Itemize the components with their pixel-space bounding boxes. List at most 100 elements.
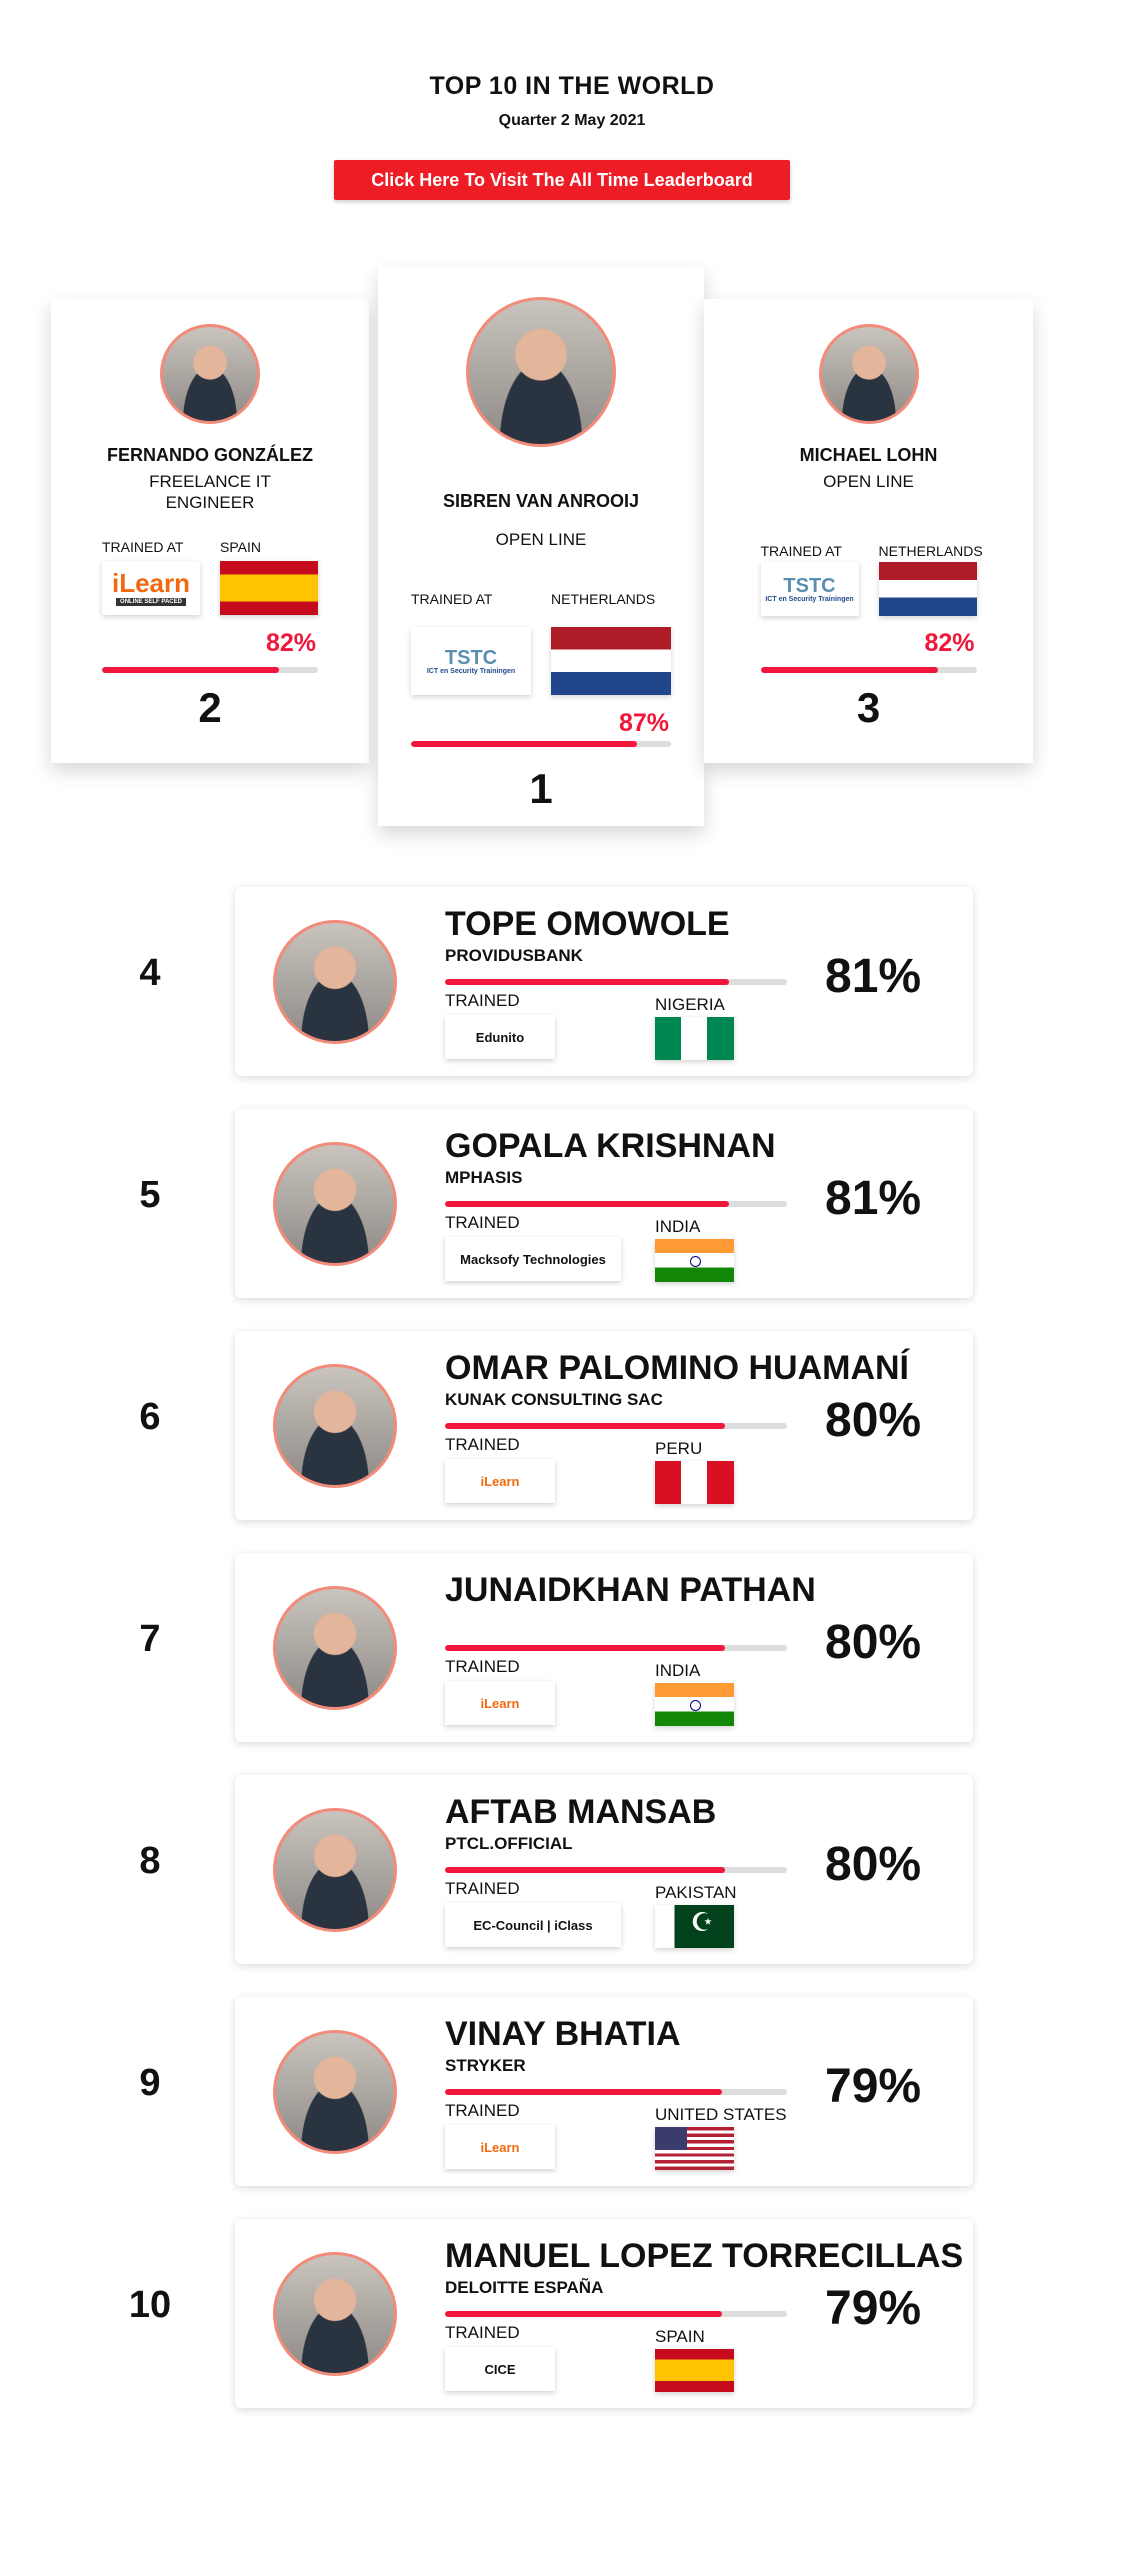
trainer-logo: EC-Council | iClass [445, 1903, 621, 1947]
trained-label: TRAINED [445, 1657, 520, 1676]
company-name: PTCL.OFFICIAL [445, 1834, 573, 1853]
trainer-subtitle: ICT en Security Trainingen [765, 595, 854, 603]
progress-fill [445, 1423, 726, 1429]
score-percent: 81% [825, 950, 922, 1003]
progress-bar [760, 667, 977, 673]
rank-number: 7 [139, 1618, 161, 1660]
progress-fill [102, 667, 280, 673]
flag-in-icon [655, 1239, 734, 1282]
participant-name: JUNAIDKHAN PATHAN [445, 1571, 816, 1609]
participant-name: FERNANDO GONZÁLEZ [107, 445, 313, 465]
company-name: OPEN LINE [823, 472, 914, 491]
participant-name: GOPALA KRISHNAN [445, 1127, 776, 1165]
progress-fill [445, 1867, 726, 1873]
podium-card: MICHAEL LOHN OPEN LINE TRAINED AT NETHERLAN… [704, 299, 1033, 763]
progress-bar [445, 2311, 787, 2317]
avatar [273, 1364, 397, 1488]
trainer-name: iLearn [480, 2139, 520, 2155]
country-label: INDIA [655, 1217, 701, 1236]
progress-fill [445, 1645, 726, 1651]
progress-fill [445, 2089, 723, 2095]
progress-bar [445, 1423, 787, 1429]
trainer-name: CICE [484, 2361, 516, 2377]
rank-number: 6 [139, 1396, 161, 1438]
score-percent: 80% [825, 1616, 922, 1669]
score-percent: 81% [825, 1172, 922, 1225]
participant-name: SIBREN VAN ANROOIJ [442, 491, 640, 511]
country-label: PERU [655, 1439, 703, 1458]
rank-number: 1 [529, 765, 553, 812]
score-percent: 82% [924, 629, 975, 657]
trainer-name: Macksofy Technologies [460, 1251, 606, 1267]
trainer-subtitle: ONLINE SELF PACED [116, 598, 186, 606]
trained-at-label: TRAINED AT [760, 543, 842, 559]
progress-bar [445, 2089, 787, 2095]
country-label: PAKISTAN [655, 1883, 737, 1902]
flag-ng-icon [655, 1017, 734, 1060]
rank-number: 3 [856, 684, 881, 731]
flag-nl-icon [878, 562, 977, 616]
progress-bar [445, 1867, 787, 1873]
progress-bar [445, 979, 787, 985]
trainer-logo: Edunito [445, 1015, 555, 1059]
avatar [273, 2252, 397, 2376]
leaderboard-row: MANUEL LOPEZ TORRECILLAS DELOITTE ESPAÑA T… [235, 2219, 973, 2408]
trainer-logo: TSTC ICT en Security Trainingen [411, 627, 531, 695]
company-name: MPHASIS [445, 1168, 523, 1187]
score-percent: 87% [618, 709, 669, 737]
trained-at-label: TRAINED AT [411, 591, 493, 607]
leaderboard-row: AFTAB MANSAB PTCL.OFFICIAL TRAINED PAKISTAN… [235, 1775, 973, 1964]
participant-name: VINAY BHATIA [445, 2015, 681, 2053]
participant-name: AFTAB MANSAB [445, 1793, 717, 1831]
leaderboard-row: GOPALA KRISHNAN MPHASIS TRAINED INDIA Mackso… [235, 1109, 973, 1298]
trained-label: TRAINED [445, 991, 520, 1010]
score-percent: 80% [825, 1838, 922, 1891]
trainer-name: iLearn [111, 568, 191, 598]
avatar [273, 920, 397, 1044]
participant-name: MICHAEL LOHN [799, 445, 938, 465]
avatar [273, 2030, 397, 2154]
flag-us-icon [655, 2127, 734, 2170]
trainer-name: TSTC [444, 646, 498, 669]
rank-number: 9 [139, 2062, 161, 2104]
rank-number: 10 [128, 2284, 172, 2326]
progress-bar [411, 741, 671, 747]
progress-fill [411, 741, 638, 747]
page-subtitle: Quarter 2 May 2021 [498, 112, 646, 129]
trainer-logo: CICE [445, 2347, 555, 2391]
score-percent: 82% [265, 629, 316, 657]
rank-number: 8 [139, 1840, 161, 1882]
podium-card: FERNANDO GONZÁLEZ FREELANCE IT ENGINEER TR… [51, 299, 369, 763]
country-label: NIGERIA [655, 995, 725, 1014]
country-label: NETHERLANDS [551, 591, 656, 607]
country-label: SPAIN [655, 2327, 705, 2346]
avatar [273, 1586, 397, 1710]
avatar [273, 1808, 397, 1932]
trained-label: TRAINED [445, 2101, 520, 2120]
score-percent: 79% [825, 2060, 922, 2113]
participant-name: OMAR PALOMINO HUAMANÍ [445, 1349, 909, 1387]
trained-label: TRAINED [445, 2323, 520, 2342]
trainer-name: EC-Council | iClass [473, 1917, 593, 1933]
podium-card: SIBREN VAN ANROOIJ OPEN LINE TRAINED AT NET… [378, 267, 704, 826]
participant-name: TOPE OMOWOLE [445, 905, 730, 943]
trainer-name: iLearn [480, 1473, 520, 1489]
country-label: NETHERLANDS [878, 543, 983, 559]
company-name: PROVIDUSBANK [445, 946, 583, 965]
all-time-leaderboard-button[interactable]: Click Here To Visit The All Time Leaderb… [334, 160, 790, 200]
trained-label: TRAINED [445, 1435, 520, 1454]
score-percent: 79% [825, 2282, 922, 2335]
avatar [818, 324, 919, 424]
trainer-logo: TSTC ICT en Security Trainingen [760, 562, 859, 616]
progress-bar [445, 1645, 787, 1651]
country-label: SPAIN [220, 539, 261, 555]
progress-bar [102, 667, 318, 673]
trainer-logo: iLearn [445, 1459, 555, 1503]
leaderboard-row: VINAY BHATIA STRYKER TRAINED UNITED STATES i… [235, 1997, 973, 2186]
company-name: DELOITTE ESPAÑA [445, 2278, 604, 2297]
rank-number: 2 [198, 684, 222, 731]
trainer-logo: iLearn [445, 1681, 555, 1725]
avatar [160, 324, 260, 424]
rank-number: 4 [139, 952, 161, 994]
trainer-logo: iLearn [445, 2125, 555, 2169]
